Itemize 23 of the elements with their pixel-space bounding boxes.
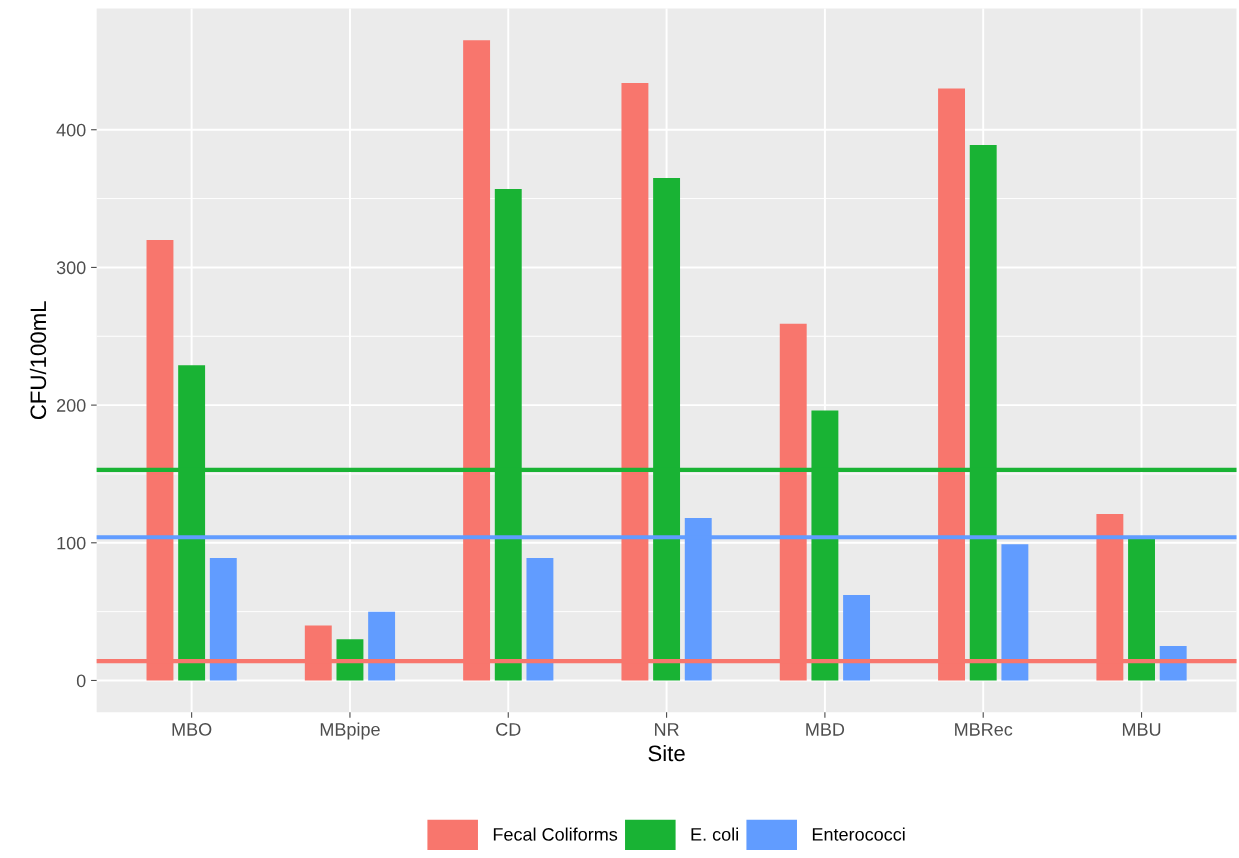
x-tick-label: CD xyxy=(496,723,521,736)
legend-label: Fecal Coliforms xyxy=(493,827,618,841)
y-tick-label: 0 xyxy=(76,674,86,688)
x-tick-label: MBRec xyxy=(955,723,1013,736)
y-tick-label: 100 xyxy=(57,536,86,550)
x-tick-label: MBD xyxy=(806,723,845,736)
bar xyxy=(526,557,554,681)
x-axis-title: Site xyxy=(648,744,685,762)
y-tick-label: 400 xyxy=(56,123,86,137)
y-tick-label: 200 xyxy=(57,399,86,412)
x-tick-label: NR xyxy=(655,723,679,736)
legend-label: Enterococci xyxy=(812,827,905,841)
bar xyxy=(368,611,396,681)
bar xyxy=(209,557,237,681)
x-tick-label: MBO xyxy=(172,723,212,736)
legend-label: E. coli xyxy=(691,827,738,841)
x-tick-label: MBU xyxy=(1122,723,1161,736)
bar xyxy=(843,595,871,681)
x-tick-label: MBpipe xyxy=(320,722,380,740)
bar xyxy=(1001,544,1029,681)
bar xyxy=(336,639,364,681)
y-tick-label: 300 xyxy=(56,261,86,275)
y-axis-title: CFU/100mL xyxy=(29,301,47,420)
